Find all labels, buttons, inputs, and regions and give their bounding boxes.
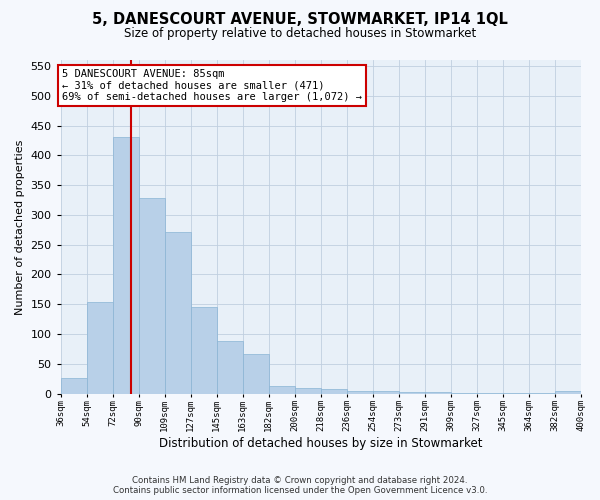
Text: Contains HM Land Registry data © Crown copyright and database right 2024.
Contai: Contains HM Land Registry data © Crown c… bbox=[113, 476, 487, 495]
Text: 5 DANESCOURT AVENUE: 85sqm
← 31% of detached houses are smaller (471)
69% of sem: 5 DANESCOURT AVENUE: 85sqm ← 31% of deta… bbox=[62, 69, 362, 102]
Text: 5, DANESCOURT AVENUE, STOWMARKET, IP14 1QL: 5, DANESCOURT AVENUE, STOWMARKET, IP14 1… bbox=[92, 12, 508, 28]
Bar bbox=[529, 393, 554, 394]
Bar bbox=[113, 138, 139, 394]
Bar bbox=[476, 393, 503, 394]
Bar bbox=[269, 386, 295, 394]
Bar bbox=[320, 389, 347, 394]
Bar bbox=[164, 232, 191, 394]
Bar bbox=[217, 341, 242, 394]
Bar bbox=[554, 390, 581, 394]
Bar bbox=[373, 392, 398, 394]
Bar bbox=[295, 388, 320, 394]
X-axis label: Distribution of detached houses by size in Stowmarket: Distribution of detached houses by size … bbox=[159, 437, 482, 450]
Y-axis label: Number of detached properties: Number of detached properties bbox=[15, 139, 25, 314]
Bar bbox=[242, 354, 269, 394]
Bar bbox=[191, 308, 217, 394]
Bar bbox=[347, 392, 373, 394]
Text: Size of property relative to detached houses in Stowmarket: Size of property relative to detached ho… bbox=[124, 28, 476, 40]
Bar bbox=[61, 378, 86, 394]
Bar bbox=[86, 302, 113, 394]
Bar bbox=[451, 393, 476, 394]
Bar bbox=[503, 393, 529, 394]
Bar bbox=[425, 392, 451, 394]
Bar bbox=[139, 198, 164, 394]
Bar bbox=[398, 392, 425, 394]
